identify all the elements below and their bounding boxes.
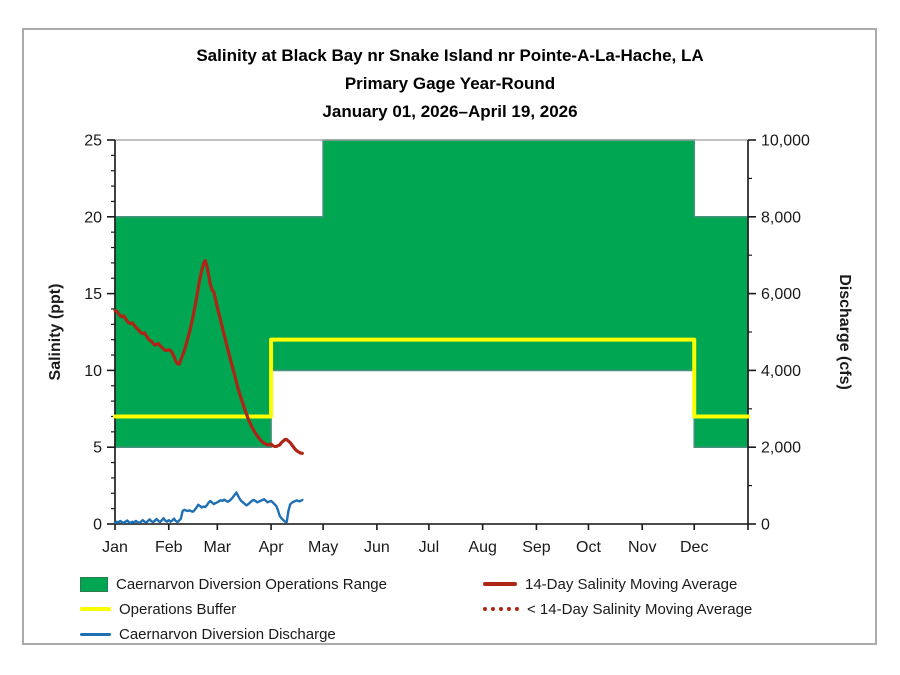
operations-buffer-swatch [80,607,111,611]
x-tick-label: Feb [155,539,183,556]
operations-range-swatch [80,576,108,592]
y-right-tick-label: 6,000 [761,286,801,303]
legend-item-discharge: Caernarvon Diversion Discharge [80,623,336,645]
legend-label-salinity-avg-partial: < 14-Day Salinity Moving Average [527,600,753,618]
x-tick-label: Apr [259,539,285,556]
legend-label-operations-range: Caernarvon Diversion Operations Range [116,575,387,593]
legend-item-operations-buffer: Operations Buffer [80,598,236,620]
y-left-tick-label: 25 [84,133,102,150]
y-left-tick-label: 10 [84,363,102,380]
y-left-tick-label: 20 [84,209,102,226]
operations-buffer-line [113,337,750,419]
salinity-moving-average-line [113,258,304,455]
discharge-line [113,491,304,525]
y-right-tick-label: 4,000 [761,363,801,380]
chart-title-line-1: Salinity at Black Bay nr Snake Island nr… [196,46,704,65]
legend-label-salinity-avg: 14-Day Salinity Moving Average [525,575,738,593]
y-right-tick-label: 10,000 [761,133,810,150]
salinity-avg-swatch [483,582,517,586]
chart-title: Salinity at Black Bay nr Snake Island nr… [0,42,900,126]
x-tick-label: Jan [102,539,128,556]
salinity-avg-partial-swatch [483,607,519,611]
x-tick-label: Nov [628,539,656,556]
x-tick-label: Aug [468,539,496,556]
x-tick-label: Dec [680,539,708,556]
x-tick-label: Sep [522,539,551,556]
chart-title-line-2: Primary Gage Year-Round [344,74,556,93]
y-right-tick-label: 8,000 [761,209,801,226]
y-right-tick-label: 0 [761,517,770,534]
chart-title-line-3: January 01, 2026–April 19, 2026 [322,102,578,121]
discharge-swatch [80,632,111,636]
x-tick-label: May [308,539,338,556]
y-right-axis-title: Discharge (cfs) [836,274,853,390]
legend-label-discharge: Caernarvon Diversion Discharge [119,625,336,643]
y-right-tick-label: 2,000 [761,440,801,457]
y-left-axis-title: Salinity (ppt) [47,284,64,381]
y-left-tick-label: 15 [84,286,102,303]
x-tick-label: Mar [204,539,232,556]
legend-item-salinity-avg: 14-Day Salinity Moving Average [483,573,737,595]
y-left-tick-label: 0 [93,517,102,534]
operations-range-area [114,139,749,449]
y-left-tick-label: 5 [93,440,102,457]
legend-item-salinity-avg-partial: < 14-Day Salinity Moving Average [483,598,752,620]
x-tick-label: Jul [419,539,439,556]
legend-item-operations-range: Caernarvon Diversion Operations Range [80,573,387,595]
x-tick-label: Jun [364,539,390,556]
legend-label-operations-buffer: Operations Buffer [119,600,237,618]
x-tick-label: Oct [576,539,601,556]
